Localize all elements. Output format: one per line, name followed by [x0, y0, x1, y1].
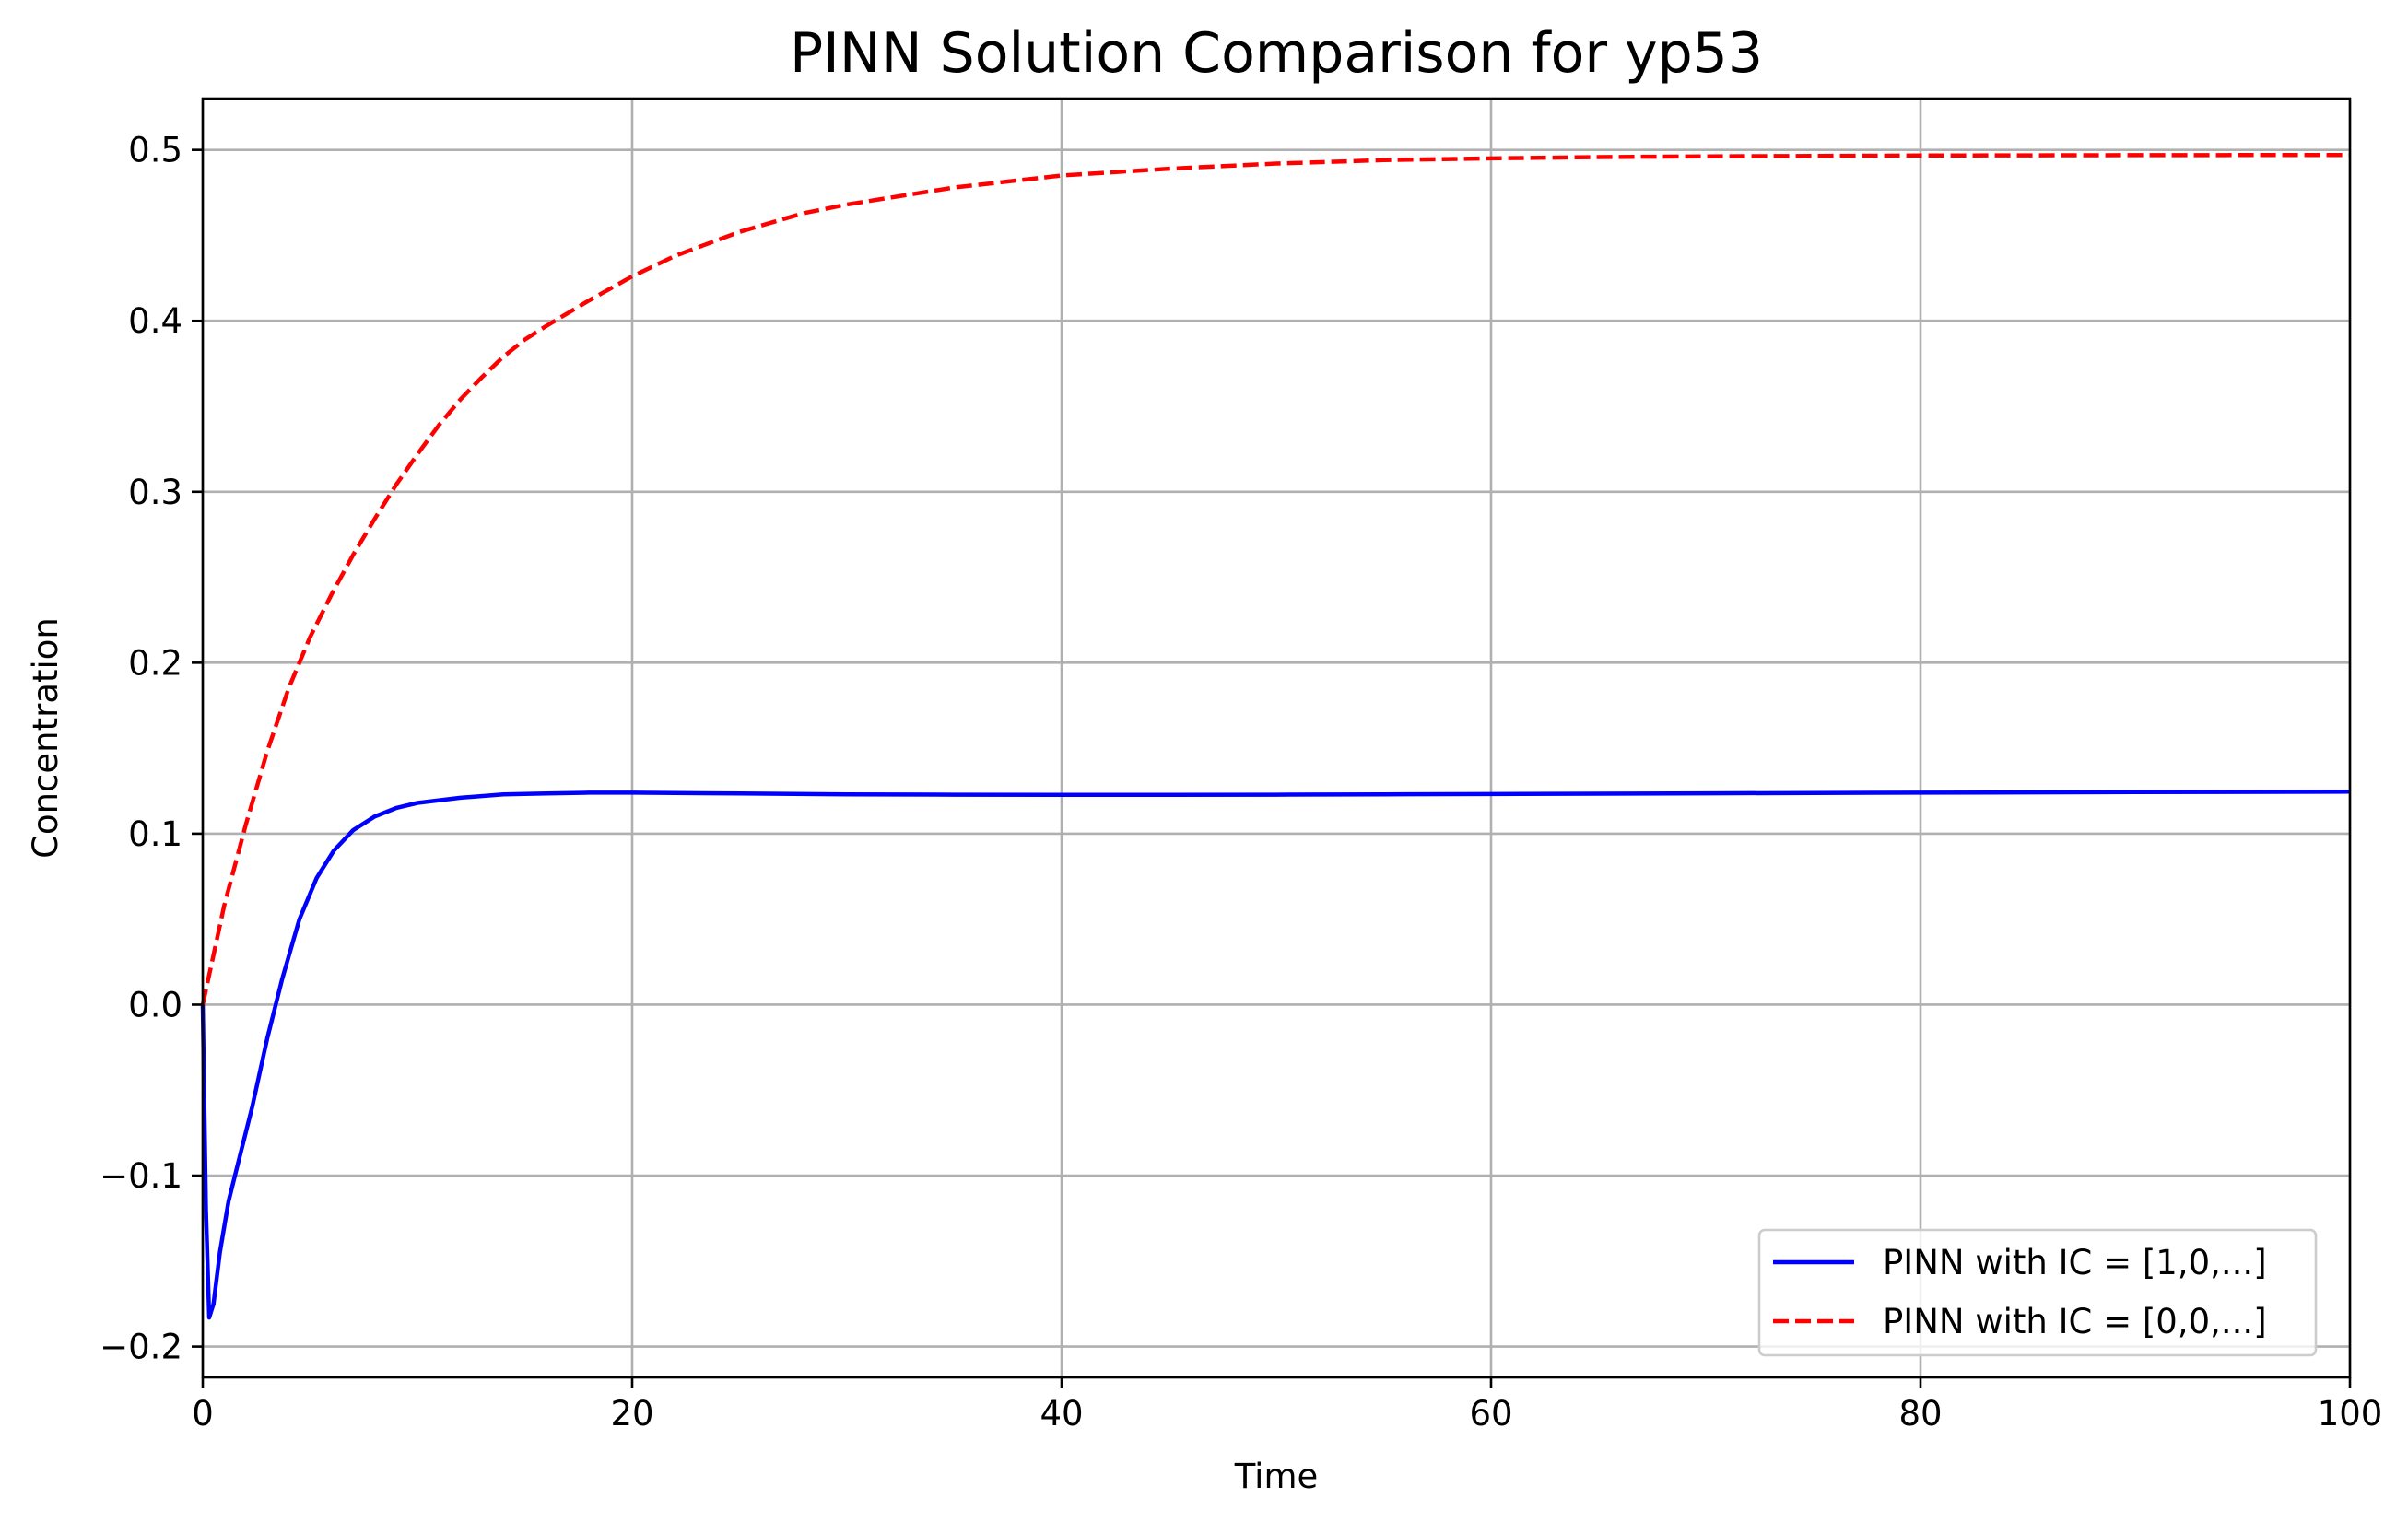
y-axis-label: Concentration — [26, 617, 65, 859]
y-tick-label: 0.2 — [128, 643, 182, 683]
x-tick-label: 60 — [1469, 1394, 1512, 1434]
x-tick-label: 100 — [2318, 1394, 2383, 1434]
x-tick-label: 0 — [192, 1394, 214, 1434]
y-tick-label: −0.1 — [100, 1156, 182, 1196]
legend: PINN with IC = [1,0,...] PINN with IC = … — [1757, 1228, 2318, 1357]
y-tick-label: 0.4 — [128, 301, 182, 341]
x-tick-label: 20 — [610, 1394, 653, 1434]
y-tick-label: −0.2 — [100, 1328, 182, 1367]
x-tick-label: 80 — [1898, 1394, 1942, 1434]
grid-lines — [201, 99, 2352, 1377]
legend-label-series-1: PINN with IC = [1,0,...] — [1883, 1243, 2267, 1282]
series-layer — [200, 152, 2351, 1320]
chart-title: PINN Solution Comparison for yp53 — [790, 21, 1763, 86]
y-tick-label: 0.3 — [128, 473, 182, 512]
series-line-1 — [200, 790, 2351, 1320]
y-tick-label: 0.0 — [128, 985, 182, 1024]
legend-frame — [1757, 1228, 2318, 1357]
y-tick-label: 0.1 — [128, 814, 182, 854]
axis-ticks: 0 20 40 60 80 100 −0.2 −0.1 0.0 0.1 0.2 0.3 0.4 0.5 — [100, 131, 2382, 1434]
legend-label-series-2: PINN with IC = [0,0,...] — [1883, 1302, 2267, 1341]
series-line-2 — [200, 152, 2351, 1005]
y-tick-label: 0.5 — [128, 131, 182, 170]
plot-frame — [201, 97, 2352, 1379]
x-axis-label: Time — [1234, 1457, 1319, 1496]
x-tick-label: 40 — [1040, 1394, 1083, 1434]
